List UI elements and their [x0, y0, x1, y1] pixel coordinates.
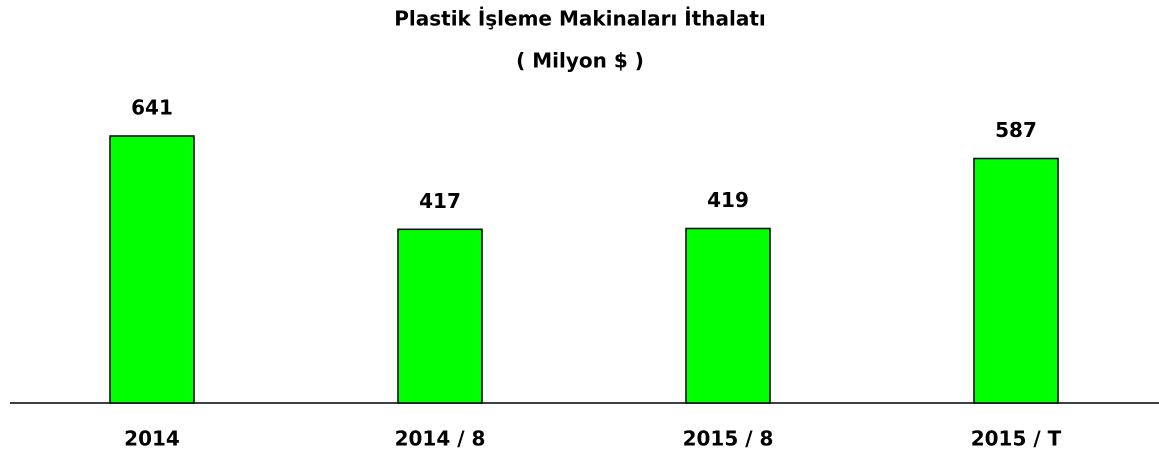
value-label: 417	[419, 189, 461, 213]
value-label: 587	[995, 118, 1037, 142]
value-label: 419	[707, 188, 749, 212]
bar	[397, 228, 483, 404]
chart-title: Plastik İşleme Makinaları İthalatı	[394, 7, 766, 31]
bar	[685, 227, 771, 404]
bar	[973, 157, 1059, 404]
x-tick-label: 2014	[124, 427, 180, 451]
x-tick-label: 2014 / 8	[395, 427, 486, 451]
x-tick-label: 2015 / 8	[683, 427, 774, 451]
bar	[109, 135, 195, 404]
value-label: 641	[131, 96, 173, 120]
x-tick-label: 2015 / T	[971, 427, 1062, 451]
chart-subtitle: ( Milyon $ )	[516, 49, 644, 73]
